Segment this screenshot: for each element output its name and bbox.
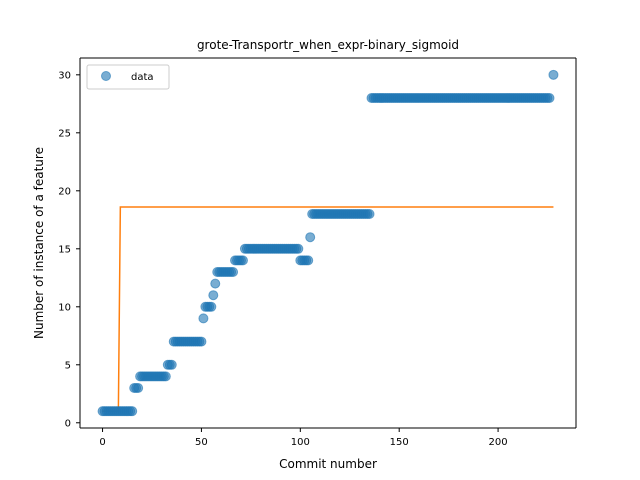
y-tick-label: 30 — [58, 70, 71, 81]
x-tick-label: 50 — [195, 437, 208, 448]
x-tick-label: 100 — [291, 437, 310, 448]
data-point — [303, 255, 314, 266]
legend-marker-data — [101, 71, 111, 81]
data-point — [228, 267, 239, 277]
data-point — [548, 69, 559, 80]
data-point — [544, 93, 555, 104]
data-point — [364, 209, 375, 219]
data-point — [198, 313, 209, 324]
data-point — [196, 336, 207, 347]
data-point — [305, 232, 316, 243]
data-point — [210, 278, 221, 289]
x-axis-label: Commit number — [279, 457, 377, 471]
y-axis-label: Number of instance of a feature — [32, 147, 46, 339]
axes-frame — [79, 57, 577, 429]
x-ticks: 0 50 100 150 200 — [99, 428, 508, 448]
y-tick-label: 0 — [65, 418, 71, 429]
data-point — [127, 406, 138, 417]
data-point — [293, 243, 304, 254]
chart-title: grote-Transportr_when_expr-binary_sigmoi… — [197, 38, 459, 52]
plot-area — [80, 58, 576, 428]
y-tick-label: 20 — [58, 186, 71, 197]
y-tick-label: 10 — [58, 302, 71, 313]
data-point — [166, 359, 177, 370]
data-points-layer — [97, 69, 559, 417]
data-point — [206, 301, 217, 312]
data-point — [160, 371, 171, 382]
y-tick-label: 25 — [58, 128, 71, 139]
legend: data — [86, 64, 170, 90]
data-point — [237, 255, 248, 266]
y-tick-label: 15 — [58, 244, 71, 255]
legend-label-data: data — [131, 72, 154, 83]
x-tick-label: 150 — [390, 437, 409, 448]
data-point — [133, 382, 144, 393]
x-tick-label: 0 — [99, 437, 105, 448]
y-tick-label: 5 — [65, 360, 71, 371]
x-tick-label: 200 — [489, 437, 508, 448]
y-ticks: 0 5 10 15 20 25 30 — [58, 70, 80, 429]
legend-box — [86, 64, 170, 90]
data-point — [208, 290, 219, 301]
